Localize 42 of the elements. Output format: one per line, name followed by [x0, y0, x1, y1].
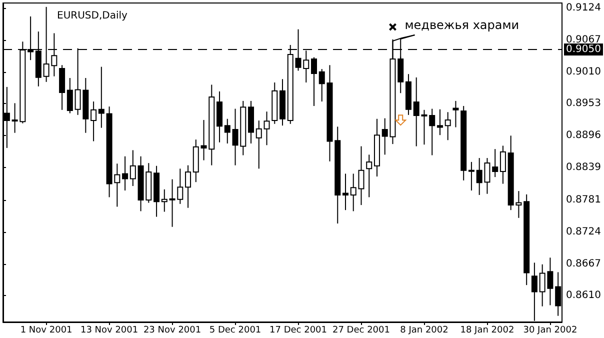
y-tick-label: 0.8724 — [566, 226, 602, 238]
y-tick-label: 0.9124 — [566, 2, 602, 14]
x-tick-label: 23 Nov 2001 — [143, 326, 202, 336]
ref-line-label: 0.9050 — [566, 44, 602, 55]
y-tick-label: 0.9067 — [566, 34, 602, 46]
x-tick-label: 1 Nov 2001 — [20, 326, 72, 336]
y-tick-label: 0.8839 — [566, 162, 602, 174]
x-tick-label: 18 Jan 2002 — [460, 326, 514, 336]
candlestick — [122, 156, 128, 191]
y-tick-label: 0.8896 — [566, 130, 602, 142]
x-tick-label: 13 Nov 2001 — [80, 326, 138, 336]
candlestick — [398, 56, 404, 94]
x-tick-label: 30 Jan 2002 — [523, 326, 578, 336]
candlestick — [452, 100, 459, 128]
text: EURUSD,Daily — [57, 10, 128, 22]
x-tick-label: 5 Dec 2001 — [209, 326, 262, 336]
candlestick — [161, 188, 168, 212]
candlestick — [468, 161, 474, 191]
x-tick-label: 8 Jan 2002 — [400, 326, 448, 336]
annotation: медвежья харами — [404, 18, 520, 32]
y-tick-label: 0.9010 — [566, 66, 602, 78]
candlestick — [366, 154, 372, 198]
y-tick-label: 0.8610 — [566, 290, 602, 302]
candlestick — [492, 148, 498, 178]
candlestick — [130, 150, 136, 187]
candlestick — [90, 101, 97, 142]
candlestick — [436, 108, 443, 136]
candlestick — [256, 120, 262, 170]
candlestick — [500, 145, 506, 184]
candlestick — [311, 56, 317, 106]
x-tick-label: 17 Dec 2001 — [270, 326, 327, 336]
y-tick-label: 0.8781 — [566, 194, 602, 206]
candlestick — [429, 108, 436, 156]
candlestick — [185, 164, 192, 208]
y-tick-label: 0.8667 — [566, 258, 602, 270]
y-tick-label: 0.8953 — [566, 98, 602, 110]
candlestick — [66, 77, 73, 114]
candlestick — [444, 112, 451, 141]
candlestick — [224, 118, 230, 144]
x-tick-label: 27 Dec 2001 — [332, 326, 390, 336]
candlestick — [342, 173, 348, 211]
candlestick — [98, 66, 104, 128]
